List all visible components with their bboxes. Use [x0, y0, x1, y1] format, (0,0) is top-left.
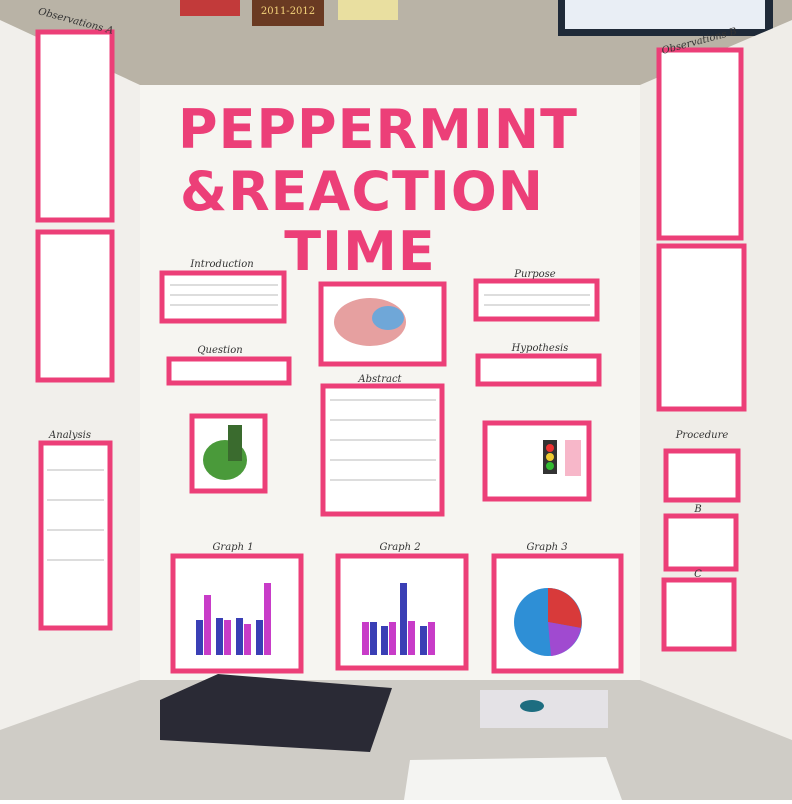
bar-chart-picture-part — [370, 622, 377, 655]
bar-chart-picture-part — [244, 624, 251, 655]
pie-chart-picture-part — [548, 622, 581, 656]
sheet — [320, 383, 445, 517]
sheet — [475, 353, 602, 387]
sheet — [663, 448, 741, 503]
sheet — [38, 440, 113, 631]
sheet — [35, 229, 115, 383]
bar-chart-picture-part — [389, 622, 396, 655]
bar-chart-picture-part — [428, 622, 435, 655]
wall-poster — [252, 0, 324, 26]
bar-chart-picture-part — [236, 618, 243, 655]
section-label: Graph 3 — [526, 542, 567, 553]
section-label: Question — [197, 345, 242, 356]
section-label: Procedure — [675, 430, 729, 441]
wall-poster — [338, 0, 398, 20]
bar-chart-picture-part — [362, 622, 369, 655]
section-label: Graph 1 — [212, 542, 253, 553]
section-label: Graph 2 — [379, 542, 420, 553]
section-label: Analysis — [48, 430, 91, 441]
bar-chart-picture — [362, 583, 435, 655]
bar-chart-picture-part — [216, 618, 223, 655]
tv-screen — [565, 0, 765, 29]
title-line: TIME — [284, 220, 436, 283]
brain-lobe — [372, 306, 404, 330]
title-line: PEPPERMINT — [178, 98, 578, 161]
bar-chart-picture-part — [256, 620, 263, 655]
table — [0, 670, 792, 800]
section-label: C — [694, 569, 702, 580]
sheet — [159, 270, 287, 324]
section-label: Hypothesis — [511, 343, 569, 354]
text-lines — [47, 284, 590, 561]
poster-text: 2011-2012 — [261, 6, 315, 17]
bar-chart-picture-part — [408, 621, 415, 655]
bar-chart-picture-part — [381, 626, 388, 655]
paper — [404, 757, 622, 800]
sheet — [473, 278, 600, 322]
sheet — [661, 577, 737, 652]
light — [546, 453, 554, 461]
section-label: Abstract — [357, 374, 402, 385]
pie-chart-picture-part — [548, 588, 582, 628]
binder — [160, 674, 392, 752]
section-label: Purpose — [513, 269, 556, 280]
bar-chart-picture-part — [400, 583, 407, 655]
bar-chart-picture-part — [224, 620, 231, 655]
bar-chart-picture-part — [196, 620, 203, 655]
button — [565, 440, 581, 476]
section-label: B — [693, 504, 701, 515]
sheet — [35, 29, 115, 223]
wall-poster — [180, 0, 240, 16]
photo-stand — [480, 690, 608, 728]
sheet — [663, 513, 739, 572]
bar-chart-picture-part — [264, 583, 271, 655]
bar-chart-picture — [196, 583, 271, 655]
section-label: Introduction — [189, 259, 253, 270]
light — [546, 462, 554, 470]
bar-chart-picture-part — [420, 626, 427, 655]
oil-bottle — [228, 425, 242, 461]
sheet — [656, 243, 747, 412]
title-line: &REACTION — [180, 160, 544, 223]
gadget — [520, 700, 544, 712]
pie-chart-picture — [514, 588, 582, 656]
sheet — [656, 47, 744, 241]
light — [546, 444, 554, 452]
bar-chart-picture-part — [204, 595, 211, 655]
sheet — [166, 356, 292, 386]
